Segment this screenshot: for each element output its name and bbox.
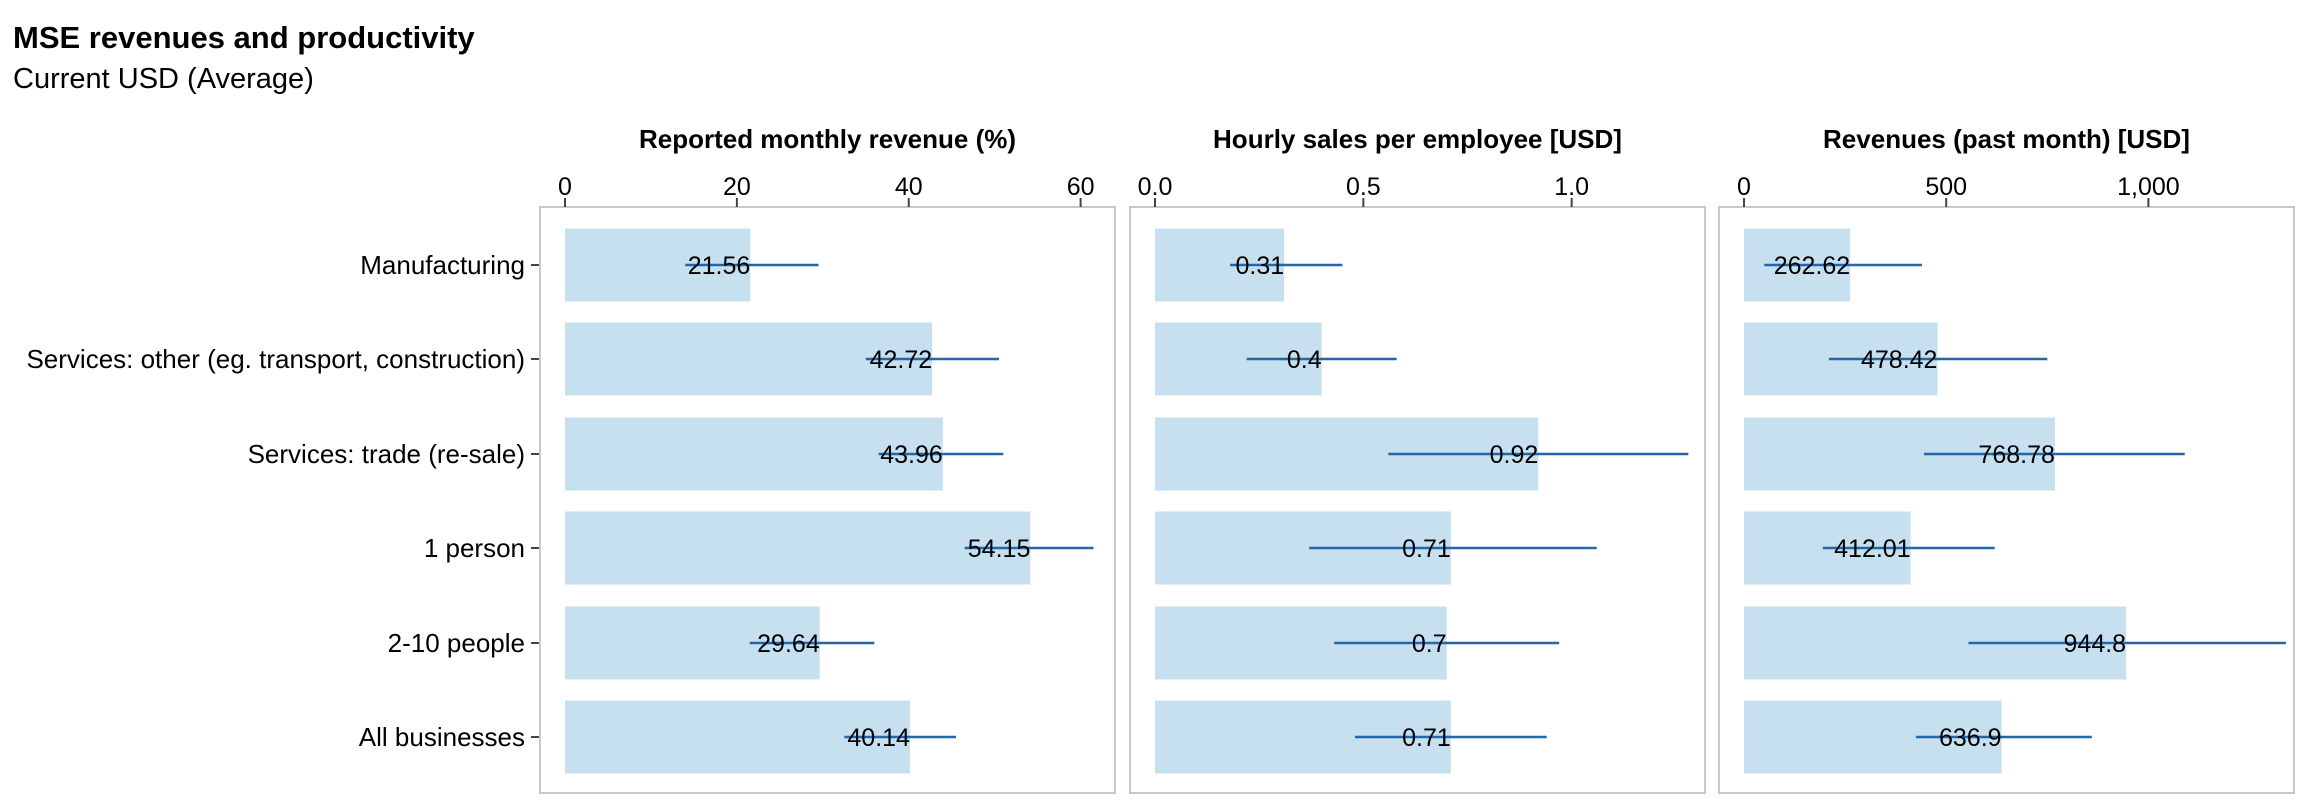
data-label: 0.7	[1412, 630, 1447, 658]
data-label: 54.15	[968, 535, 1031, 563]
category-label: 1 person	[424, 533, 525, 563]
data-label: 478.42	[1861, 346, 1937, 374]
chart-title: MSE revenues and productivity	[13, 20, 475, 55]
panel-frame	[1718, 206, 2295, 794]
axis-tick-label: 60	[1067, 173, 1095, 201]
data-label: 944.8	[2064, 630, 2127, 658]
category-label: 2-10 people	[388, 628, 525, 658]
panel-title: Hourly sales per employee [USD]	[1213, 124, 1622, 154]
data-label: 21.56	[688, 252, 751, 280]
data-label: 0.31	[1235, 252, 1284, 280]
panel-title: Reported monthly revenue (%)	[639, 124, 1016, 154]
axis-tick-label: 20	[723, 173, 751, 201]
axis-tick-label: 40	[895, 173, 923, 201]
data-label: 42.72	[870, 346, 933, 374]
data-label: 768.78	[1978, 441, 2054, 469]
category-label: All businesses	[359, 722, 525, 752]
bar	[565, 511, 1031, 585]
chart-subtitle: Current USD (Average)	[13, 63, 314, 95]
category-label: Services: other (eg. transport, construc…	[26, 344, 525, 374]
panel-title: Revenues (past month) [USD]	[1823, 124, 2190, 154]
panel-frame	[539, 206, 1116, 794]
data-label: 40.14	[847, 724, 910, 752]
data-label: 0.71	[1402, 535, 1451, 563]
data-label: 636.9	[1939, 724, 2002, 752]
axis-tick-label: 0	[1737, 173, 1751, 201]
axis-tick-label: 500	[1925, 173, 1967, 201]
panel-frame	[1129, 206, 1706, 794]
data-label: 262.62	[1774, 252, 1850, 280]
axis-tick-label: 0.5	[1346, 173, 1381, 201]
category-label: Manufacturing	[360, 250, 525, 280]
data-label: 412.01	[1834, 535, 1910, 563]
axis-tick-label: 1,000	[2117, 173, 2180, 201]
axis-tick-label: 0	[558, 173, 572, 201]
category-label: Services: trade (re-sale)	[248, 439, 525, 469]
axis-tick-label: 0.0	[1138, 173, 1173, 201]
data-label: 43.96	[880, 441, 943, 469]
data-label: 0.92	[1490, 441, 1539, 469]
data-label: 0.71	[1402, 724, 1451, 752]
data-label: 29.64	[757, 630, 820, 658]
axis-tick-label: 1.0	[1554, 173, 1589, 201]
data-label: 0.4	[1287, 346, 1322, 374]
